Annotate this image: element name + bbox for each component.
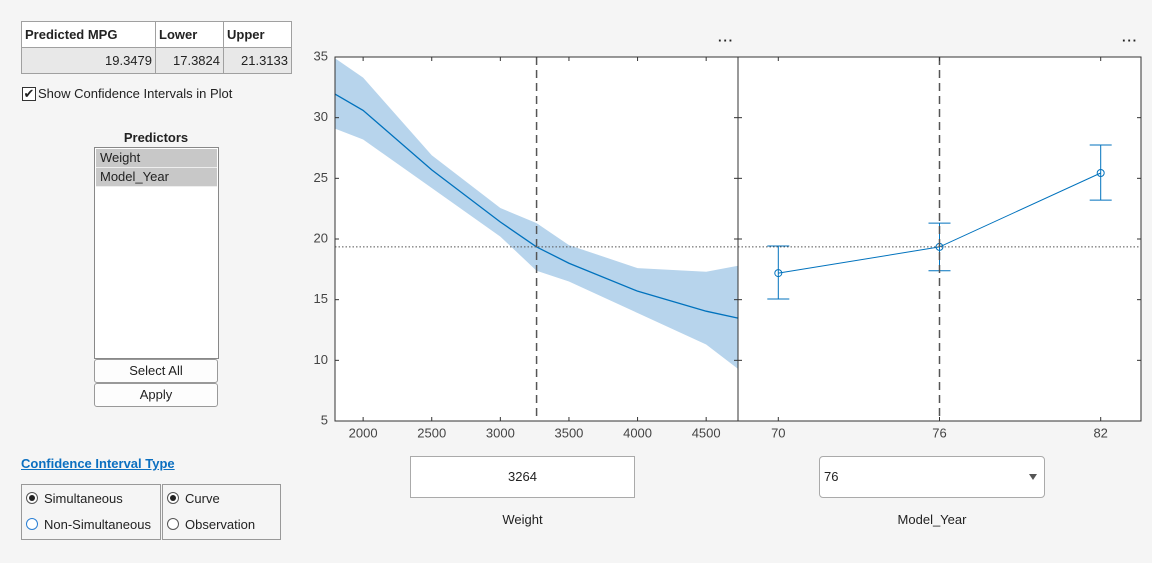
header: Lower	[155, 21, 224, 48]
ci-type-link[interactable]: Confidence Interval Type	[21, 456, 175, 471]
radio-button[interactable]	[26, 492, 38, 504]
predictors-title: Predictors	[123, 130, 189, 145]
radio-label: Simultaneous	[44, 491, 123, 506]
y-tick-label: 30	[314, 109, 328, 124]
list-item[interactable]: Weight	[96, 149, 217, 168]
cell: 17.3824	[155, 47, 224, 74]
model-year-dropdown[interactable]: 76	[819, 456, 1045, 498]
radio-label: Non-Simultaneous	[44, 517, 151, 532]
predictors-list[interactable]: Weight Model_Year	[94, 147, 219, 359]
x-tick-label: 4000	[623, 425, 652, 440]
y-tick-label: 25	[314, 170, 328, 185]
weight-label: Weight	[502, 512, 543, 527]
radio-button[interactable]	[167, 492, 179, 504]
header: Upper	[223, 21, 292, 48]
checkbox-label: Show Confidence Intervals in Plot	[38, 86, 233, 101]
checkbox-box[interactable]: ✔	[22, 86, 36, 101]
x-tick-label: 3500	[554, 425, 583, 440]
radio-group: Curve Observation	[162, 484, 281, 540]
y-tick-label: 15	[314, 291, 328, 306]
point	[774, 269, 783, 278]
axes-frame	[737, 56, 1142, 422]
radio-option[interactable]: Curve	[167, 490, 220, 508]
select-all-button[interactable]: Select All	[94, 359, 218, 383]
y-tick-label: 5	[321, 412, 328, 427]
x-tick-label: 70	[771, 425, 785, 440]
list-item[interactable]: Model_Year	[96, 168, 217, 187]
dropdown-value: 76	[824, 469, 839, 484]
prediction-table: Predicted MPG Lower Upper 19.3479 17.3824 21…	[21, 21, 292, 74]
dropdown-arrow	[1029, 474, 1037, 480]
radio-option[interactable]: Non-Simultaneous	[26, 516, 151, 534]
radio-button[interactable]	[167, 518, 179, 530]
radio-option[interactable]: Simultaneous	[26, 490, 123, 508]
y-tick-label: 35	[314, 48, 328, 63]
header: Predicted MPG	[21, 21, 156, 48]
x-tick-label: 2500	[417, 425, 446, 440]
y-tick-label: 20	[314, 230, 328, 245]
radio-button[interactable]	[26, 518, 38, 530]
point	[1096, 168, 1105, 177]
x-tick-label: 4500	[692, 425, 721, 440]
apply-button[interactable]: Apply	[94, 383, 218, 407]
x-tick-label: 82	[1093, 425, 1107, 440]
x-tick-label: 3000	[486, 425, 515, 440]
axes-menu[interactable]: ···	[1122, 33, 1138, 48]
axes-menu[interactable]: ···	[718, 33, 734, 48]
radio-option[interactable]: Observation	[167, 516, 255, 534]
radio-group: Simultaneous Non-Simultaneous	[21, 484, 161, 540]
radio-label: Curve	[185, 491, 220, 506]
x-tick-label: 76	[932, 425, 946, 440]
x-tick-label: 2000	[349, 425, 378, 440]
cell: 19.3479	[21, 47, 156, 74]
model-year-label: Model_Year	[897, 512, 967, 527]
y-tick-label: 10	[314, 352, 328, 367]
cell: 21.3133	[223, 47, 292, 74]
weight-input[interactable]: 3264	[410, 456, 635, 498]
radio-label: Observation	[185, 517, 256, 532]
